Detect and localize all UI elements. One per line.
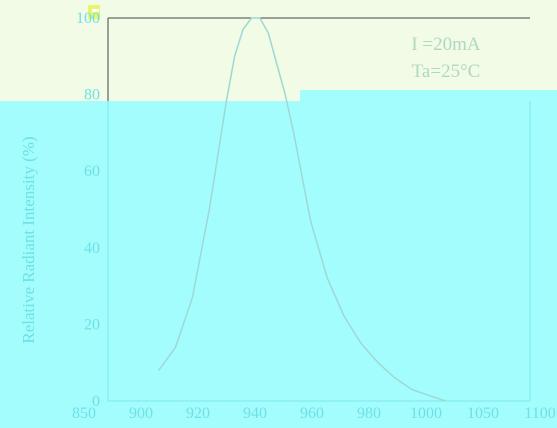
plot-background-notch bbox=[300, 90, 557, 101]
y-axis-title: Relative Radiant Intensity (%) bbox=[19, 136, 38, 343]
y-tick-label: 20 bbox=[84, 316, 100, 333]
condition-annotation: Ta=25°C bbox=[412, 61, 481, 82]
x-tick-label: 940 bbox=[243, 405, 267, 422]
x-tick-label: 1050 bbox=[467, 405, 499, 422]
corner-marker bbox=[88, 5, 100, 19]
intensity-curve bbox=[157, 17, 446, 402]
condition-annotation: I =20mA bbox=[411, 34, 481, 55]
x-tick-label: 1000 bbox=[410, 405, 442, 422]
x-tick-label: 900 bbox=[129, 405, 153, 422]
y-tick-label: 80 bbox=[84, 87, 100, 104]
y-tick-label: 0 bbox=[92, 393, 100, 410]
y-tick-label: 60 bbox=[84, 163, 100, 180]
y-tick-label: 100 bbox=[76, 10, 100, 27]
x-tick-label: 1100 bbox=[524, 405, 555, 422]
x-tick-label: 920 bbox=[186, 405, 210, 422]
x-tick-label: 850 bbox=[72, 405, 96, 422]
x-tick-label: 980 bbox=[357, 405, 381, 422]
x-tick-label: 960 bbox=[300, 405, 324, 422]
y-tick-label: 40 bbox=[84, 240, 100, 257]
